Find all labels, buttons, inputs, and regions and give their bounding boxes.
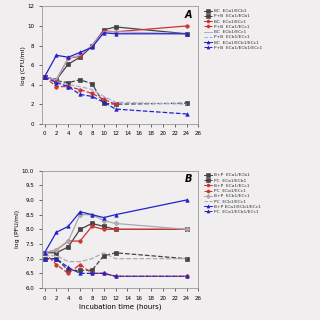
Legend: B+P  ECa1/ECb1, PC  ECa1/ECb1, B+P  ECa1/ECc1, PC  ECa1/ECc1, B+P  ECb1/ECc1, PC: B+P ECa1/ECb1, PC ECa1/ECb1, B+P ECa1/EC… bbox=[204, 173, 261, 214]
Y-axis label: log (PFU/ml): log (PFU/ml) bbox=[15, 210, 20, 248]
Text: B: B bbox=[185, 174, 192, 184]
Y-axis label: log (CFU/ml): log (CFU/ml) bbox=[20, 46, 26, 84]
Legend: BC  ECa1/ECb1, P+B  ECa1/ECb1, BC  ECa1/ECc1, P+B  ECa1/ECc1, BC  ECb1/ECc1, P+B: BC ECa1/ECb1, P+B ECa1/ECb1, BC ECa1/ECc… bbox=[204, 9, 262, 50]
X-axis label: Incubation time (hours): Incubation time (hours) bbox=[79, 303, 161, 310]
Text: A: A bbox=[185, 10, 192, 20]
